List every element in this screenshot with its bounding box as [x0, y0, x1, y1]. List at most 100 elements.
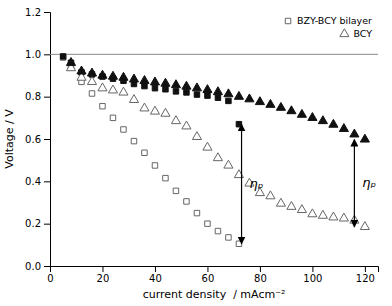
- point: [184, 199, 189, 204]
- x-tick: 120: [356, 266, 375, 284]
- y-tick-mark: [44, 97, 50, 98]
- point: [360, 134, 369, 142]
- y-axis-line: [44, 13, 51, 267]
- point: [234, 91, 243, 99]
- point: [108, 85, 117, 93]
- point: [215, 95, 220, 100]
- x-tick-label: 20: [97, 273, 110, 284]
- point: [161, 108, 170, 116]
- point: [236, 121, 241, 126]
- y-tick-mark: [44, 54, 50, 55]
- y-tick-mark: [44, 224, 50, 225]
- point: [287, 201, 296, 209]
- double-arrow: [354, 139, 355, 226]
- y-tick-label: 0.6: [25, 134, 41, 145]
- point: [245, 94, 254, 102]
- point: [184, 90, 189, 95]
- point: [203, 142, 212, 150]
- point: [194, 210, 199, 215]
- point: [182, 121, 191, 129]
- point: [108, 71, 117, 79]
- point: [318, 116, 327, 124]
- point: [266, 99, 275, 107]
- annotations: ηₚηₚ: [242, 124, 377, 244]
- y-tick: 0.6: [25, 134, 50, 145]
- y-tick: 1.0: [25, 49, 50, 60]
- point: [163, 87, 168, 92]
- point: [308, 113, 317, 121]
- x-tick-mark: [102, 266, 103, 272]
- y-tick: 0.4: [25, 176, 50, 187]
- x-axis-title: current density / mAcm⁻²: [143, 288, 286, 301]
- annotation-label: ηₚ: [362, 175, 376, 190]
- y-tick-label: 0.8: [25, 91, 41, 102]
- y-axis-title: Voltage / V: [3, 109, 16, 169]
- y-tick-mark: [44, 12, 50, 13]
- point: [226, 98, 231, 103]
- point: [142, 83, 147, 88]
- legend-symbol: [285, 18, 290, 23]
- point: [213, 87, 222, 95]
- series-0: [60, 55, 241, 247]
- plot-area: [50, 54, 378, 247]
- point: [171, 80, 180, 88]
- y-tick: 0.2: [25, 218, 50, 229]
- point: [224, 89, 233, 97]
- x-tick: 80: [254, 266, 267, 284]
- point: [87, 77, 96, 85]
- point: [226, 235, 231, 240]
- point: [110, 115, 115, 120]
- series-3: [66, 58, 369, 143]
- point: [276, 198, 285, 206]
- legend-symbol: [340, 29, 349, 37]
- point: [329, 119, 338, 127]
- point: [119, 87, 128, 95]
- x-tick-label: 40: [149, 273, 162, 284]
- point: [318, 210, 327, 218]
- x-axis: 020406080100120: [47, 266, 378, 284]
- x-axis-line: [51, 267, 379, 273]
- y-tick-label: 0.4: [25, 176, 41, 187]
- y-tick-mark: [44, 139, 50, 140]
- x-tick-label: 0: [47, 273, 53, 284]
- point: [203, 85, 212, 93]
- point: [173, 89, 178, 94]
- y-tick: 1.2: [25, 7, 50, 18]
- x-tick: 20: [97, 266, 110, 284]
- chart-svg: 0204060801001200.00.20.40.60.81.01.2curr…: [0, 0, 392, 306]
- y-tick-mark: [44, 266, 50, 267]
- point: [98, 83, 107, 91]
- point: [152, 163, 157, 168]
- legend: BZY-BCY bilayerBCY: [285, 15, 372, 39]
- point: [339, 124, 348, 132]
- x-tick-mark: [312, 266, 313, 272]
- point: [194, 92, 199, 97]
- y-tick: 0.0: [25, 261, 50, 272]
- point: [140, 103, 149, 111]
- point: [308, 209, 317, 217]
- point: [171, 116, 180, 124]
- point: [121, 127, 126, 132]
- point: [100, 103, 105, 108]
- x-tick-mark: [207, 266, 208, 272]
- point: [89, 91, 94, 96]
- x-tick-mark: [155, 266, 156, 272]
- x-tick: 60: [202, 266, 215, 284]
- point: [205, 93, 210, 98]
- point: [297, 109, 306, 117]
- x-tick-mark: [260, 266, 261, 272]
- series-1: [60, 54, 241, 127]
- point: [213, 153, 222, 161]
- point: [297, 205, 306, 213]
- point: [152, 85, 157, 90]
- point: [266, 191, 275, 199]
- point: [224, 160, 233, 168]
- point: [192, 132, 201, 140]
- x-tick: 0: [47, 266, 53, 284]
- x-tick-mark: [365, 266, 366, 272]
- point: [60, 54, 65, 59]
- legend-label: BZY-BCY bilayer: [297, 15, 372, 26]
- y-axis: 0.0 0.2 0.4 0.6 0.8 1.0 1.2: [25, 7, 50, 272]
- point: [236, 241, 241, 246]
- point: [98, 70, 107, 78]
